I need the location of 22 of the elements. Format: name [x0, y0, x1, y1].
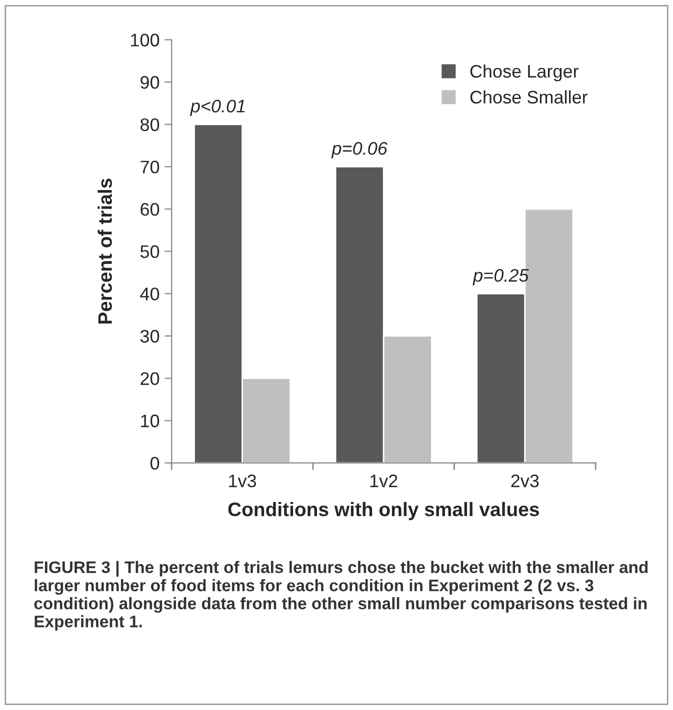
y-tick-label: 80 [140, 118, 160, 132]
x-axis-title: Conditions with only small values [228, 502, 539, 520]
y-tick-label: 50 [140, 245, 160, 258]
annotation: p=0.06 [331, 142, 388, 158]
caption: FIGURE 3 | The percent of trials lemurs chose the bucket with the smaller and larger number of food items for each condition in Experiment 2 (2 vs. 3 condition) alongside data from the other small number comparisons tested in Experiment 1. [34, 560, 648, 631]
y-tick-label: 100 [131, 34, 160, 46]
y-tick-label: 20 [140, 372, 160, 386]
y-tick-label: 90 [140, 76, 160, 89]
x-tick-label: 1v3 [229, 474, 256, 488]
y-tick-label: 70 [140, 160, 160, 174]
y-tick-label: 10 [141, 414, 160, 428]
legend-label: Chose Larger [470, 64, 579, 82]
annotation: p<0.01 [190, 100, 245, 116]
x-tick-label: 2v3 [511, 474, 539, 488]
y-tick-label: 30 [140, 330, 160, 343]
x-tick-label: 1v2 [370, 474, 398, 488]
legend-label: Chose Smaller [470, 90, 588, 104]
y-tick-label: 40 [140, 288, 160, 300]
y-tick-label: 0 [150, 456, 160, 470]
annotation: p=0.25 [472, 268, 529, 286]
y-axis-title: Percent of trials [98, 178, 112, 324]
y-tick-label: 60 [140, 202, 160, 216]
